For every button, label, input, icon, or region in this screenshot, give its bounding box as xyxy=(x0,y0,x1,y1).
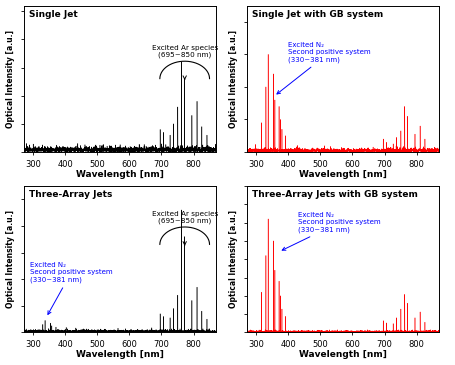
X-axis label: Wavelength [nm]: Wavelength [nm] xyxy=(299,350,387,360)
Text: Excited Ar species
(695~850 nm): Excited Ar species (695~850 nm) xyxy=(152,45,218,58)
Y-axis label: Optical Intensity [a.u.]: Optical Intensity [a.u.] xyxy=(229,30,238,128)
Text: Three-Array Jets: Three-Array Jets xyxy=(30,191,113,199)
Text: Excited N₂
Second positive system
(330~381 nm): Excited N₂ Second positive system (330~3… xyxy=(277,42,371,94)
Text: Single Jet: Single Jet xyxy=(30,10,78,19)
Y-axis label: Optical Intensity [a.u.]: Optical Intensity [a.u.] xyxy=(5,30,15,128)
X-axis label: Wavelength [nm]: Wavelength [nm] xyxy=(76,170,164,179)
Text: Excited N₂
Second positive system
(330~381 nm): Excited N₂ Second positive system (330~3… xyxy=(30,262,113,314)
Text: Single Jet with GB system: Single Jet with GB system xyxy=(253,10,384,19)
Y-axis label: Optical Intensity [a.u.]: Optical Intensity [a.u.] xyxy=(229,210,238,308)
Y-axis label: Optical Intensity [a.u.]: Optical Intensity [a.u.] xyxy=(5,210,15,308)
X-axis label: Wavelength [nm]: Wavelength [nm] xyxy=(299,170,387,179)
Text: Three-Array Jets with GB system: Three-Array Jets with GB system xyxy=(253,191,418,199)
Text: Excited N₂
Second positive system
(330~381 nm): Excited N₂ Second positive system (330~3… xyxy=(282,212,380,250)
Text: Excited Ar species
(695~850 nm): Excited Ar species (695~850 nm) xyxy=(152,211,218,224)
X-axis label: Wavelength [nm]: Wavelength [nm] xyxy=(76,350,164,360)
